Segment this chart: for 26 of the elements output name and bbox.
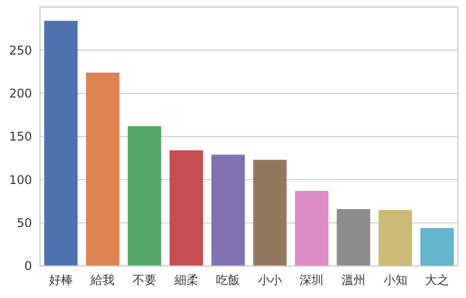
bar — [211, 154, 245, 266]
bar — [128, 126, 162, 266]
y-tick-label: 250 — [9, 43, 32, 58]
x-tick-label: 吃飯 — [216, 273, 240, 287]
bar — [420, 228, 454, 266]
y-tick-label: 0 — [24, 259, 32, 274]
x-tick-label: 大之 — [425, 273, 450, 287]
y-tick-label: 200 — [9, 86, 32, 101]
bar — [253, 160, 287, 266]
bar — [170, 150, 204, 266]
y-tick-label: 150 — [9, 130, 32, 144]
bar — [378, 210, 412, 266]
x-tick-label: 溫州 — [342, 273, 366, 287]
bar — [294, 190, 328, 266]
x-tick-label: 小知 — [383, 273, 408, 287]
bar — [336, 209, 370, 266]
bar — [44, 20, 78, 266]
x-tick-label: 好棒 — [48, 273, 73, 287]
y-tick-label: 50 — [16, 216, 32, 230]
x-tick-label: 小小 — [258, 273, 282, 287]
x-tick-label: 深圳 — [300, 273, 324, 287]
x-tick-label: 給我 — [90, 273, 115, 287]
bar — [86, 72, 120, 266]
x-tick-label: 不要 — [132, 273, 156, 287]
x-tick-label: 細柔 — [173, 273, 198, 287]
y-tick-label: 100 — [9, 172, 32, 187]
